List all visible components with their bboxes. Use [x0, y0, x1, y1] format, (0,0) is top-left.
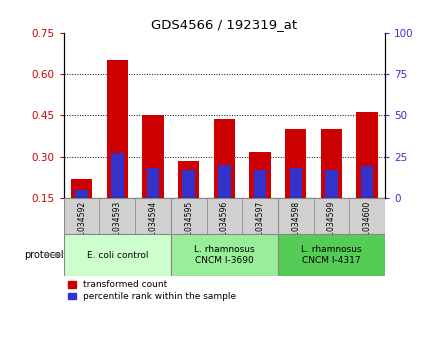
Text: GSM1034600: GSM1034600: [363, 201, 372, 252]
Text: GSM1034597: GSM1034597: [256, 201, 264, 252]
Bar: [71, 179, 92, 198]
Bar: [64, 234, 171, 276]
Bar: [171, 198, 206, 234]
Bar: [242, 198, 278, 234]
Bar: [106, 60, 128, 198]
Bar: [218, 165, 231, 198]
Bar: [64, 198, 99, 234]
Text: GSM1034592: GSM1034592: [77, 201, 86, 252]
Bar: [278, 234, 385, 276]
Bar: [147, 168, 159, 198]
Text: GSM1034596: GSM1034596: [220, 201, 229, 252]
Bar: [99, 198, 135, 234]
Bar: [361, 167, 374, 198]
Bar: [178, 161, 199, 198]
Text: E. coli control: E. coli control: [87, 250, 148, 260]
Bar: [111, 153, 124, 198]
Text: GSM1034598: GSM1034598: [291, 201, 300, 252]
Bar: [325, 170, 338, 198]
Title: GDS4566 / 192319_at: GDS4566 / 192319_at: [151, 19, 297, 32]
Bar: [75, 189, 88, 198]
Text: L. rhamnosus
CNCM I-4317: L. rhamnosus CNCM I-4317: [301, 245, 362, 265]
Bar: [135, 198, 171, 234]
Text: GSM1034599: GSM1034599: [327, 201, 336, 252]
Text: GSM1034593: GSM1034593: [113, 201, 122, 252]
Bar: [314, 198, 349, 234]
Bar: [285, 129, 307, 198]
Bar: [290, 168, 302, 198]
Bar: [349, 198, 385, 234]
Bar: [142, 115, 164, 198]
Bar: [321, 129, 342, 198]
Text: protocol: protocol: [24, 250, 64, 260]
Bar: [214, 119, 235, 198]
Bar: [183, 170, 195, 198]
Bar: [254, 170, 266, 198]
Legend: transformed count, percentile rank within the sample: transformed count, percentile rank withi…: [68, 280, 236, 301]
Text: GSM1034595: GSM1034595: [184, 201, 193, 252]
Bar: [278, 198, 314, 234]
Bar: [171, 234, 278, 276]
Bar: [249, 152, 271, 198]
Bar: [356, 113, 378, 198]
Text: GSM1034594: GSM1034594: [149, 201, 158, 252]
Text: L. rhamnosus
CNCM I-3690: L. rhamnosus CNCM I-3690: [194, 245, 255, 265]
Bar: [206, 198, 242, 234]
